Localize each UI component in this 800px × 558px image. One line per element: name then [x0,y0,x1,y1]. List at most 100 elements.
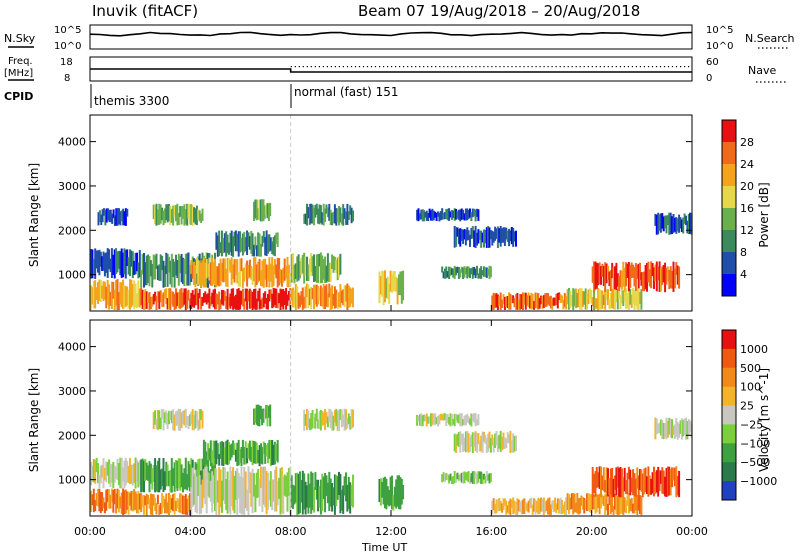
nave-point [387,66,389,68]
data-cell [680,418,683,440]
data-cell [653,267,655,289]
data-cell [156,265,159,280]
nave-point [563,66,565,68]
data-cell [109,494,112,509]
data-cell [255,264,258,285]
data-cell [166,464,169,487]
data-cell [630,262,633,278]
nave-point [623,66,625,68]
data-cell [151,494,154,516]
data-cell [91,494,94,506]
data-cell [111,213,114,224]
data-cell [473,230,476,248]
data-cell [623,267,626,292]
data-cell [275,288,278,308]
data-cell [501,228,504,243]
data-cell [342,289,345,306]
data-cell [620,493,623,514]
nave-point [427,66,429,68]
data-cell [310,286,313,309]
data-cell [287,468,290,496]
data-cell [505,296,508,307]
data-cell [94,460,97,484]
data-cell [232,288,235,310]
data-cell [195,476,198,514]
data-cell [124,249,127,279]
data-cell [129,279,131,310]
data-cell [173,204,176,217]
data-cell [318,253,321,267]
data-cell [608,493,611,505]
data-cell [494,293,497,308]
data-cell [161,255,164,271]
data-cell [105,252,108,273]
data-cell [668,417,671,435]
data-cell [144,289,147,310]
data-cell [191,409,194,431]
data-cell [530,292,533,310]
data-cell [158,264,161,281]
data-cell [218,230,221,256]
data-cell [276,232,279,247]
data-cell [299,261,301,279]
data-cell [669,266,672,289]
data-cell [228,442,230,465]
data-cell [162,210,165,226]
data-cell [332,487,335,506]
data-cell [253,257,255,282]
data-cell [545,500,548,511]
colorbar-frame [721,119,737,297]
data-cell [632,503,635,514]
data-cell [463,437,466,452]
data-cell [318,411,321,430]
data-cell [269,471,272,507]
data-cell [154,497,157,511]
data-cell [540,497,543,512]
data-cell [317,479,320,512]
data-cell [248,471,251,494]
data-cell [250,290,253,308]
data-cell [459,269,462,278]
data-cell [187,495,190,512]
data-cell [569,290,572,308]
data-cell [194,208,197,225]
nave-point [419,66,421,68]
xtick-label: 08:00 [275,525,307,538]
data-cell [604,262,607,292]
data-cell [661,266,664,285]
data-cell [619,467,622,498]
colorbar-tick-label: −100 [740,437,770,450]
data-cell [152,254,155,280]
data-cell [559,497,562,514]
data-cell [331,285,334,309]
data-cell [124,286,127,307]
data-cell [149,260,152,277]
data-cell [307,410,310,428]
data-cell [177,499,180,513]
data-cell [165,461,168,487]
data-cell [170,253,173,288]
data-cell [276,480,279,506]
data-cell [183,288,186,305]
data-cell [262,259,265,288]
data-cell [591,467,594,497]
data-cell [170,498,173,510]
data-cell [193,415,196,431]
data-cell [223,447,226,465]
data-cell [138,288,141,308]
data-cell [683,213,686,224]
data-cell [620,468,623,497]
data-cell [237,231,240,257]
data-cell [636,467,639,489]
data-cell [283,258,286,281]
cpid-segment-1: themis 3300 [94,94,169,108]
data-cell [632,288,635,304]
data-cell [108,209,111,223]
data-cell [489,266,492,278]
ytick-label: 1000 [58,269,86,282]
data-cell [267,265,269,282]
data-cell [512,228,515,247]
data-cell [474,431,477,451]
data-cell [318,204,321,225]
